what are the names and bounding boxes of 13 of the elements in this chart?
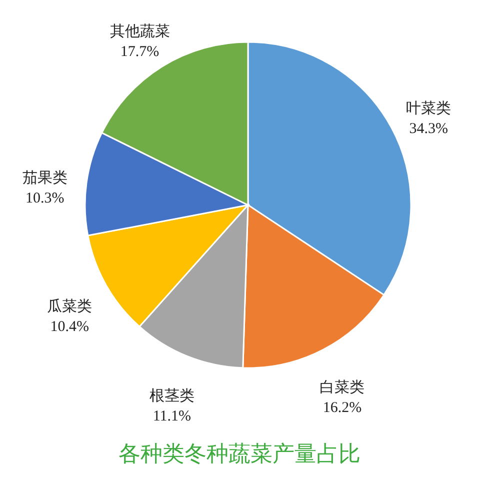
data-label: 16.2%	[322, 400, 362, 416]
data-label: 10.3%	[25, 190, 64, 206]
data-label: 10.4%	[50, 319, 89, 336]
text: 各种类冬种蔬菜产量占比	[118, 442, 360, 467]
slice-label: 茄果类	[22, 169, 68, 186]
slice-label: 叶菜类	[406, 100, 452, 117]
data-label: 17.7%	[120, 44, 160, 60]
slice-label: 白菜类	[320, 379, 365, 396]
slice-label: 根茎类	[149, 387, 194, 404]
data-label: 34.3%	[409, 120, 448, 137]
data-label: 11.1%	[152, 408, 192, 424]
slice-label: 瓜菜类	[47, 298, 92, 316]
slice-label: 其他蔬菜	[110, 22, 170, 40]
